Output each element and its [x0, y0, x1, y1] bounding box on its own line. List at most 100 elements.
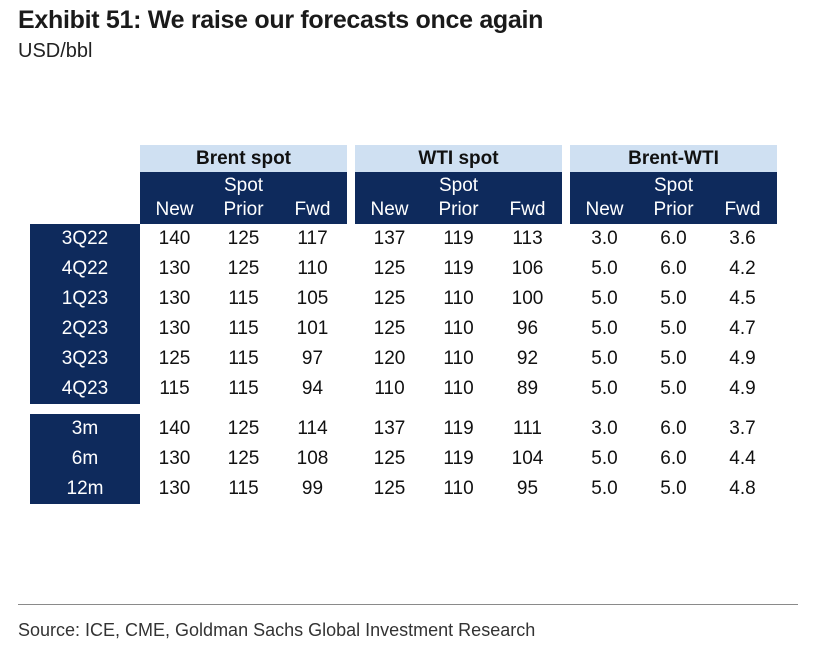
table-cell: 92 — [516, 348, 539, 369]
table-cell: 3.6 — [729, 228, 756, 249]
row-label: 2Q23 — [30, 314, 140, 344]
value-gap — [562, 284, 570, 314]
column-header-line2: Prior — [223, 199, 264, 220]
group-gap — [347, 145, 355, 172]
row-label: 3Q23 — [30, 344, 140, 374]
value-gap — [347, 344, 355, 374]
table-cell: 110 — [443, 348, 474, 369]
table-cell: 130 — [158, 318, 191, 339]
table-cell: 125 — [158, 348, 191, 369]
subheader-gap — [347, 172, 355, 224]
header-corner — [30, 145, 140, 172]
table-cell: 4.9 — [729, 378, 756, 399]
table-cell: 4.7 — [729, 318, 756, 339]
value-gap — [562, 224, 570, 254]
table-cell: 110 — [443, 318, 474, 339]
table-cell: 95 — [516, 478, 539, 499]
table-cell: 96 — [516, 318, 539, 339]
row-label: 4Q23 — [30, 374, 140, 404]
column-header: Spot Prior — [209, 172, 278, 224]
footer-divider — [18, 604, 798, 605]
column-header-line2: New — [370, 199, 409, 220]
table-cell: 125 — [227, 448, 260, 469]
group-header: Brent-WTI — [570, 145, 777, 172]
value-gap — [562, 254, 570, 284]
table-cell: 115 — [228, 318, 259, 339]
table-cell: 125 — [373, 478, 406, 499]
row-label: 12m — [30, 474, 140, 504]
table-cell: 130 — [158, 448, 191, 469]
value-gap — [562, 474, 570, 504]
column-header-line2: Fwd — [724, 199, 761, 220]
table-cell: 5.0 — [591, 288, 618, 309]
value-gap — [347, 314, 355, 344]
value-gap — [562, 344, 570, 374]
table-cell: 125 — [373, 318, 406, 339]
table-cell: 5.0 — [591, 478, 618, 499]
table-cell: 4.9 — [729, 348, 756, 369]
table-cell: 125 — [227, 258, 260, 279]
table-cell: 119 — [443, 228, 474, 249]
table-cell: 140 — [158, 418, 191, 439]
table-cell: 5.0 — [660, 348, 687, 369]
table-cell: 115 — [228, 288, 259, 309]
column-header: Spot Prior — [424, 172, 493, 224]
table-cell: 125 — [373, 288, 406, 309]
group-gap — [562, 145, 570, 172]
subheader-corner — [30, 172, 140, 224]
column-header-line2: Prior — [438, 199, 479, 220]
table-cell: 4.4 — [729, 448, 756, 469]
table-cell: 114 — [297, 418, 328, 439]
table-cell: 5.0 — [591, 448, 618, 469]
units-label: USD/bbl — [18, 40, 93, 62]
table-cell: 110 — [443, 478, 474, 499]
row-label: 6m — [30, 444, 140, 474]
table-cell: 108 — [296, 448, 329, 469]
table-cell: 115 — [228, 478, 259, 499]
table-cell: 94 — [301, 378, 324, 399]
table-cell: 106 — [511, 258, 544, 279]
table-cell: 113 — [512, 228, 543, 249]
column-header-line2: New — [155, 199, 194, 220]
row-label: 1Q23 — [30, 284, 140, 314]
subheader-gap — [562, 172, 570, 224]
table-cell: 3.0 — [591, 418, 618, 439]
row-block-spacer — [30, 404, 777, 414]
column-header-line1: Spot — [223, 175, 264, 196]
table-cell: 110 — [443, 378, 474, 399]
column-header: Fwd — [278, 172, 347, 224]
table-cell: 3.7 — [729, 418, 756, 439]
table-cell: 104 — [511, 448, 544, 469]
column-header-line2: Fwd — [294, 199, 331, 220]
column-header-line1: Spot — [438, 175, 479, 196]
column-header: New — [140, 172, 209, 224]
table-cell: 6.0 — [660, 258, 687, 279]
table-cell: 97 — [301, 348, 324, 369]
value-gap — [347, 224, 355, 254]
table-cell: 4.2 — [729, 258, 756, 279]
table-cell: 5.0 — [591, 348, 618, 369]
column-header: Fwd — [493, 172, 562, 224]
value-gap — [347, 254, 355, 284]
table-cell: 119 — [443, 418, 474, 439]
table-cell: 89 — [516, 378, 539, 399]
table-cell: 110 — [297, 258, 328, 279]
column-header: Fwd — [708, 172, 777, 224]
column-header: New — [355, 172, 424, 224]
group-header: WTI spot — [355, 145, 562, 172]
column-header-line1: Spot — [653, 175, 694, 196]
table-cell: 130 — [158, 288, 191, 309]
table-cell: 110 — [443, 288, 474, 309]
column-header: New — [570, 172, 639, 224]
source-note: Source: ICE, CME, Goldman Sachs Global I… — [18, 620, 536, 640]
table-cell: 110 — [374, 378, 405, 399]
row-label: 3Q22 — [30, 224, 140, 254]
column-header-line2: Fwd — [509, 199, 546, 220]
value-gap — [562, 374, 570, 404]
value-gap — [562, 444, 570, 474]
table-cell: 130 — [158, 258, 191, 279]
table-cell: 6.0 — [660, 448, 687, 469]
table-cell: 4.5 — [729, 288, 756, 309]
table-cell: 119 — [443, 448, 474, 469]
value-gap — [562, 414, 570, 444]
